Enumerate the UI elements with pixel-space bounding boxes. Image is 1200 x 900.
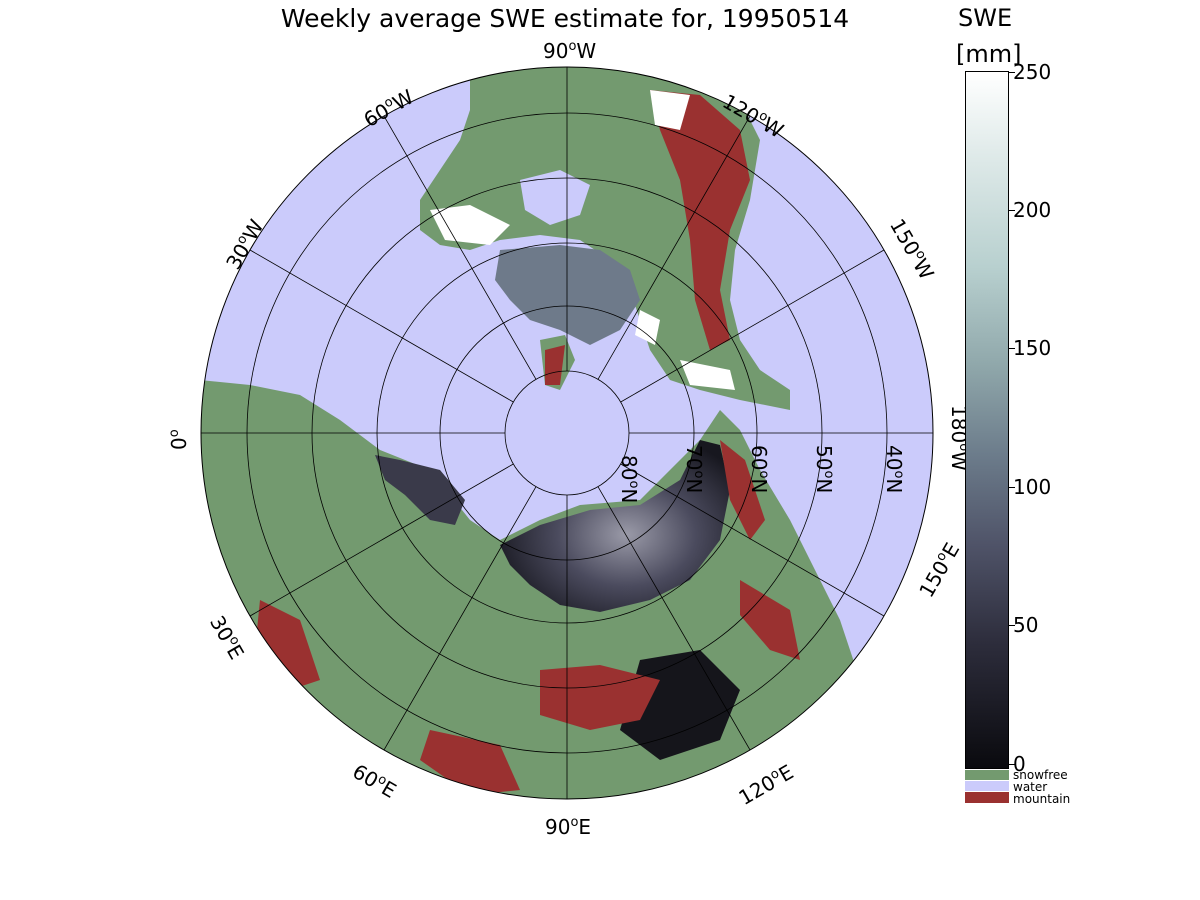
colorbar-tick-label: 50	[1013, 613, 1039, 637]
colorbar-tick-label: 100	[1013, 475, 1052, 499]
colorbar-tick	[1009, 210, 1015, 211]
map-title: Weekly average SWE estimate for, 1995051…	[280, 4, 850, 33]
meridian-line	[383, 486, 537, 751]
colorbar-tick	[1009, 625, 1015, 626]
swe-colorbar	[965, 71, 1009, 769]
north-america-snow	[430, 90, 735, 390]
lat-label-60n: 60oN	[747, 445, 771, 494]
lon-label-90e: 90oE	[545, 815, 592, 839]
greenland-icecap	[495, 245, 640, 345]
lon-label-0: 0o	[167, 429, 191, 450]
legend-label-snowfree: snowfree	[1013, 768, 1068, 782]
legend-label-water: water	[1013, 780, 1048, 794]
lat-label-70n: 70oN	[682, 445, 706, 494]
siberia-snowpack	[500, 440, 730, 612]
colorbar-tick	[1009, 487, 1015, 488]
colorbar-unit: [mm]	[956, 40, 1022, 68]
meridian-line	[620, 249, 885, 403]
colorbar-tick-label: 0	[1013, 752, 1026, 776]
map-border	[200, 66, 934, 800]
colorbar-tick-label: 150	[1013, 336, 1052, 360]
lat-label-40n: 40oN	[882, 445, 906, 494]
colorbar-tick-label: 250	[1013, 60, 1052, 84]
colorbar-tick	[1009, 348, 1015, 349]
meridian-line	[249, 463, 514, 617]
colorbar-tick	[1009, 72, 1015, 73]
colorbar-label: SWE	[958, 4, 1013, 32]
colorbar-tick-label: 200	[1013, 198, 1052, 222]
lon-label-90w: 90oW	[543, 39, 597, 63]
meridian-line	[597, 486, 751, 751]
meridian-line	[383, 115, 537, 380]
meridian-line	[249, 249, 514, 403]
scandinavia-snowpack	[375, 455, 465, 525]
legend-label-mountain: mountain	[1013, 792, 1071, 806]
lat-label-50n: 50oN	[812, 445, 836, 494]
meridian-line	[597, 115, 751, 380]
legend-swatch-water	[965, 781, 1009, 791]
hudson-bay	[520, 170, 590, 225]
meridian-line	[620, 463, 885, 617]
lat-label-80n: 80oN	[617, 455, 641, 504]
longitude-lines	[201, 67, 933, 799]
legend-swatch-snowfree	[965, 770, 1009, 780]
colorbar-tick	[1009, 764, 1015, 765]
legend-swatch-mountain	[965, 792, 1009, 803]
